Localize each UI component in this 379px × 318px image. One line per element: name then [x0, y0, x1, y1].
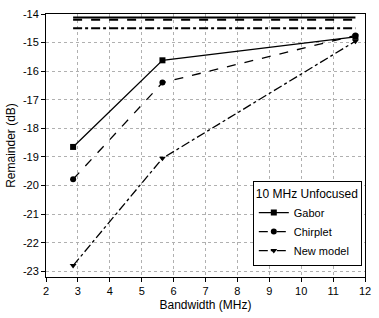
svg-text:Gabor: Gabor	[294, 207, 325, 219]
svg-text:-15: -15	[23, 36, 39, 48]
svg-text:-20: -20	[23, 179, 39, 191]
svg-text:-16: -16	[23, 65, 39, 77]
svg-text:-23: -23	[23, 265, 39, 277]
svg-text:Bandwidth (MHz): Bandwidth (MHz)	[159, 298, 251, 312]
svg-text:12: 12	[359, 285, 371, 297]
svg-text:7: 7	[202, 285, 208, 297]
svg-text:-19: -19	[23, 151, 39, 163]
svg-text:5: 5	[139, 285, 145, 297]
svg-text:10 MHz Unfocused: 10 MHz Unfocused	[256, 187, 358, 201]
svg-text:11: 11	[327, 285, 338, 297]
svg-text:10: 10	[295, 285, 307, 297]
svg-text:3: 3	[75, 285, 81, 297]
svg-text:4: 4	[107, 285, 113, 297]
svg-text:-22: -22	[23, 237, 39, 249]
svg-text:2: 2	[43, 285, 49, 297]
svg-text:8: 8	[234, 285, 240, 297]
svg-text:-17: -17	[23, 94, 39, 106]
svg-text:Remainder (dB): Remainder (dB)	[4, 103, 18, 188]
svg-text:-14: -14	[23, 8, 39, 20]
svg-text:New model: New model	[294, 245, 349, 257]
svg-text:6: 6	[171, 285, 177, 297]
svg-text:-21: -21	[23, 208, 39, 220]
svg-text:9: 9	[266, 285, 272, 297]
svg-text:Chirplet: Chirplet	[294, 226, 332, 238]
svg-text:-18: -18	[23, 122, 39, 134]
